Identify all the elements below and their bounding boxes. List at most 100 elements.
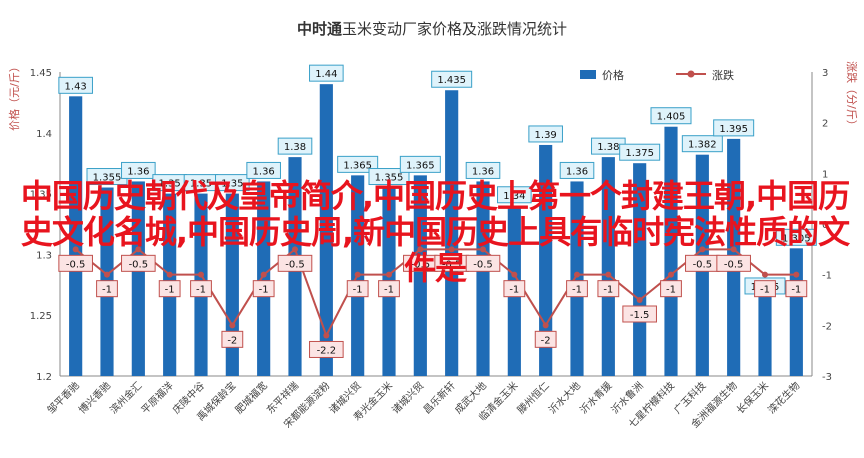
price-data-label: 1.395 xyxy=(719,124,748,135)
x-category-label: 邹平香驰 xyxy=(44,379,81,416)
price-label-box xyxy=(465,161,501,179)
y-right-axis-label: 涨跌（分/斤） xyxy=(845,61,859,131)
change-point xyxy=(605,271,612,278)
price-label-box xyxy=(497,186,532,204)
price-data-label: 1.34 xyxy=(503,191,525,202)
change-point xyxy=(386,271,392,278)
change-point xyxy=(260,271,267,278)
price-bar xyxy=(570,181,584,376)
y-right-tick-label: 2 xyxy=(822,119,828,130)
y-left-tick-label: 1.45 xyxy=(30,68,52,79)
change-data-label: -0.5 xyxy=(66,259,86,270)
change-data-label: -0.5 xyxy=(411,259,431,270)
price-bar xyxy=(131,181,145,376)
price-data-label: 1.355 xyxy=(375,173,404,184)
change-label-box xyxy=(158,280,181,298)
change-point xyxy=(793,271,800,278)
change-data-label: -1.5 xyxy=(630,310,650,321)
change-line xyxy=(75,247,797,338)
price-bar xyxy=(664,126,678,376)
change-data-label: -1 xyxy=(353,285,363,296)
price-bar xyxy=(319,84,333,376)
change-data-label: -0.5 xyxy=(442,259,462,270)
change-label-box xyxy=(96,280,118,298)
legend-change-label: 涨跌 xyxy=(712,68,734,82)
change-point xyxy=(574,271,580,278)
price-data-label: 1.36 xyxy=(253,166,275,177)
change-point xyxy=(72,246,79,253)
change-data-label: -0.5 xyxy=(693,259,713,270)
change-point xyxy=(668,271,674,278)
change-label-box xyxy=(660,280,682,298)
change-point xyxy=(730,246,737,253)
change-label-box xyxy=(465,254,501,272)
price-data-label: 1.36 xyxy=(566,166,588,177)
change-data-label: -1 xyxy=(165,285,175,296)
y-left-tick-label: 1.3 xyxy=(36,250,52,261)
change-point xyxy=(448,246,455,253)
price-data-label: 1.365 xyxy=(343,160,372,171)
price-data-label: 1.355 xyxy=(93,173,122,184)
change-data-label: -1 xyxy=(259,285,269,296)
x-category-label: 平原福洋 xyxy=(138,379,175,416)
change-data-label: -2.2 xyxy=(317,345,337,356)
price-label-box xyxy=(431,70,473,88)
change-data-label: -1 xyxy=(384,285,394,296)
change-point xyxy=(104,271,110,278)
change-label-box xyxy=(785,280,808,298)
change-data-label: -1 xyxy=(196,285,206,296)
change-label-box xyxy=(190,280,212,298)
price-data-label: 1.305 xyxy=(782,233,811,244)
change-data-label: -1 xyxy=(509,285,519,296)
change-data-label: -0.5 xyxy=(129,259,149,270)
change-data-label: -1 xyxy=(760,285,770,296)
x-category-label: 沂水青援 xyxy=(577,379,614,416)
change-label-box xyxy=(221,330,244,348)
change-label-box xyxy=(754,280,776,298)
change-point xyxy=(762,271,768,278)
change-label-box xyxy=(534,330,557,348)
x-category-label: 滕州恒仁 xyxy=(514,379,551,416)
price-label-box xyxy=(121,161,156,179)
price-data-label: 1.44 xyxy=(315,69,337,80)
change-label-box xyxy=(309,340,344,358)
x-category-label: 诸城兴贸 xyxy=(390,380,427,417)
change-data-label: -2 xyxy=(227,335,237,346)
price-data-label: 1.375 xyxy=(625,148,654,159)
price-label-box xyxy=(309,64,344,82)
change-data-label: -0.5 xyxy=(473,259,493,270)
price-bar xyxy=(69,96,83,376)
legend-change-marker xyxy=(687,70,695,78)
change-point xyxy=(480,246,486,253)
price-label-box xyxy=(528,125,563,143)
chart-title-brand: 中时通 xyxy=(296,20,342,38)
y-right-tick-label: 3 xyxy=(822,68,828,79)
y-left-axis-label: 价格（元/斤） xyxy=(7,61,21,131)
change-point xyxy=(417,246,424,253)
price-bar xyxy=(413,175,427,376)
price-data-label: 1.36 xyxy=(472,166,494,177)
y-left-tick-label: 1.2 xyxy=(36,372,52,383)
x-category-label: 博兴香驰 xyxy=(76,379,113,416)
change-label-box xyxy=(622,305,657,323)
change-point xyxy=(636,297,643,303)
change-label-box xyxy=(121,254,156,272)
price-label-box xyxy=(58,76,93,94)
y-right-tick-label: 0 xyxy=(822,220,828,231)
change-point xyxy=(198,271,204,278)
price-data-label: 1.39 xyxy=(535,130,557,141)
price-data-label: 1.382 xyxy=(688,140,717,151)
change-point xyxy=(229,322,236,329)
change-point xyxy=(699,246,706,253)
change-label-box xyxy=(277,254,313,272)
price-data-label: 1.38 xyxy=(284,142,306,153)
price-label-box xyxy=(650,107,692,125)
price-data-label: 1.35 xyxy=(190,179,212,190)
change-point xyxy=(292,246,298,253)
price-data-label: 1.35 xyxy=(221,179,243,190)
y-right-tick-label: -1 xyxy=(822,271,832,282)
price-bar xyxy=(601,157,615,376)
change-data-label: -2 xyxy=(541,335,551,346)
price-bar xyxy=(257,181,271,376)
